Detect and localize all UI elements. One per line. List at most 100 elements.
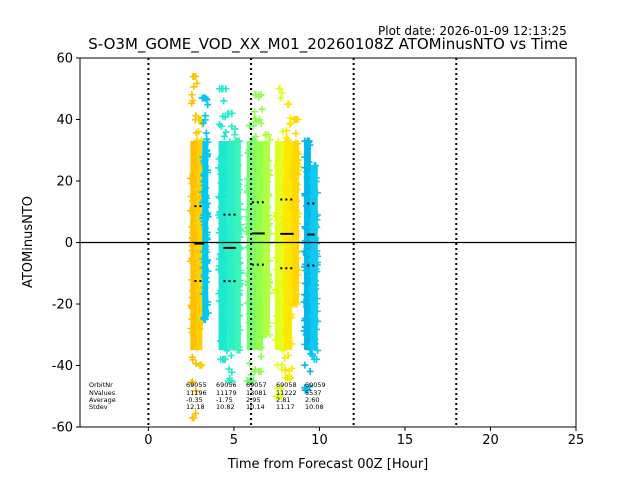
orbit-69056-point xyxy=(219,112,227,120)
orbit-69057-extreme-point xyxy=(255,91,263,99)
orbit-69056-extreme-point xyxy=(219,85,227,93)
orbit-69057-point xyxy=(266,279,274,287)
orbit-69057-point xyxy=(257,313,265,321)
orbit-69056-point xyxy=(234,322,242,330)
orbit-69057-point xyxy=(256,116,264,124)
orbit-69055-point xyxy=(188,276,196,284)
orbit-69057-point xyxy=(261,147,269,155)
orbit-69055-point xyxy=(202,231,210,239)
orbit-69059-point xyxy=(301,190,309,198)
orbit-69055-point xyxy=(188,247,196,255)
orbit-69056-point xyxy=(236,326,244,334)
orbit-69057-point xyxy=(259,278,267,286)
orbit-69056-point xyxy=(229,173,237,181)
orbit-69058-point xyxy=(288,264,296,272)
orbit-69056-point xyxy=(216,337,224,345)
orbit-69057-point xyxy=(261,255,269,263)
stats-nvalues-69055: 11196 xyxy=(186,389,207,397)
y-tick-label: 0 xyxy=(65,236,73,251)
orbit-69056-point xyxy=(236,186,244,194)
orbit-69056-point xyxy=(225,323,233,331)
orbit-69058-point xyxy=(275,190,283,198)
orbit-69055-point xyxy=(188,99,196,107)
orbit-69056-point xyxy=(216,225,224,233)
orbit-69056-point xyxy=(234,254,242,262)
y-tick-label: -20 xyxy=(52,298,73,313)
orbit-69059-point xyxy=(304,211,312,219)
orbit-69057-point xyxy=(256,219,264,227)
orbit-69055-point xyxy=(199,290,207,298)
orbit-69055-point xyxy=(194,269,202,277)
orbit-69057-point xyxy=(264,275,272,283)
orbit-69058-point xyxy=(290,286,298,294)
orbit-69055-point xyxy=(204,212,212,220)
orbit-69059-point xyxy=(309,283,317,291)
orbit-69056-point xyxy=(225,365,233,373)
orbit-69056-point xyxy=(232,213,240,221)
orbit-69058-extreme-point xyxy=(284,374,292,382)
orbit-69058-point xyxy=(293,180,301,188)
orbit-69059-point xyxy=(308,215,316,223)
orbit-69055-point xyxy=(188,329,196,337)
orbit-69055-point xyxy=(201,156,209,164)
orbit-69055-point xyxy=(204,138,212,146)
stats-row-label: Average xyxy=(89,396,116,404)
orbit-69057-point xyxy=(265,323,273,331)
orbit-69057-point xyxy=(245,242,253,250)
orbit-69057-point xyxy=(266,257,274,265)
orbit-69055-point xyxy=(202,129,210,137)
orbit-69055-extreme-point xyxy=(201,94,209,102)
orbit-69056-point xyxy=(220,223,228,231)
orbit-69055-point xyxy=(204,166,212,174)
orbit-69058-extreme-point xyxy=(275,392,283,400)
orbit-69057-point xyxy=(253,144,261,152)
orbit-69058-point xyxy=(282,268,290,276)
orbit-69058-point xyxy=(281,331,289,339)
orbit-69058-point xyxy=(272,254,280,262)
orbit-69059-point xyxy=(306,367,314,375)
orbit-69057-point xyxy=(253,287,261,295)
orbit-69055-point xyxy=(192,360,200,368)
orbit-69056-point xyxy=(235,151,243,159)
orbit-69056-point xyxy=(233,247,241,255)
orbit-69059-point xyxy=(301,340,309,348)
orbit-69056-point xyxy=(227,317,235,325)
orbit-69058-point xyxy=(280,283,288,291)
stats-nvalues-69058: 11222 xyxy=(276,389,297,397)
orbit-69059-point xyxy=(308,176,316,184)
orbit-69059-point xyxy=(308,192,316,200)
orbit-69058-point xyxy=(275,198,282,206)
orbit-69058-point xyxy=(275,271,283,279)
orbit-69058-point xyxy=(292,247,300,255)
orbit-69055-point xyxy=(195,297,203,305)
orbit-69058-extreme-point xyxy=(275,85,283,93)
orbit-69057-point xyxy=(251,209,259,217)
orbit-69055-point xyxy=(204,101,212,109)
orbit-69056-point xyxy=(235,312,243,320)
orbit-69056-point xyxy=(215,265,223,273)
orbit-69057-point xyxy=(247,191,255,199)
orbit-69057-point xyxy=(247,319,255,327)
orbit-69057-point xyxy=(243,206,251,214)
orbit-69057-point xyxy=(265,283,273,291)
orbit-69059-point xyxy=(312,300,320,308)
orbit-69057-point xyxy=(252,133,260,141)
orbit-69057-point xyxy=(260,225,268,233)
orbit-69059-point xyxy=(301,323,309,331)
orbit-69056-point xyxy=(236,205,244,213)
orbit-69058-point xyxy=(274,342,282,350)
orbit-69058-point xyxy=(290,169,298,177)
orbit-69055-point xyxy=(189,311,197,319)
orbit-69056-point xyxy=(219,293,227,301)
orbit-69055-point xyxy=(201,224,209,232)
x-tick-label: 20 xyxy=(482,433,499,448)
orbit-69056-point xyxy=(235,223,243,231)
orbit-69057-point xyxy=(254,338,262,346)
orbit-69057-point xyxy=(253,225,261,233)
orbit-69059-point xyxy=(310,253,318,261)
orbit-69059-point xyxy=(314,346,322,354)
chart-title: S-O3M_GOME_VOD_XX_M01_20260108Z ATOMinus… xyxy=(88,35,567,54)
orbit-69057-point xyxy=(246,221,254,229)
orbit-69055-point xyxy=(197,361,205,369)
orbit-69056-point xyxy=(234,179,242,187)
